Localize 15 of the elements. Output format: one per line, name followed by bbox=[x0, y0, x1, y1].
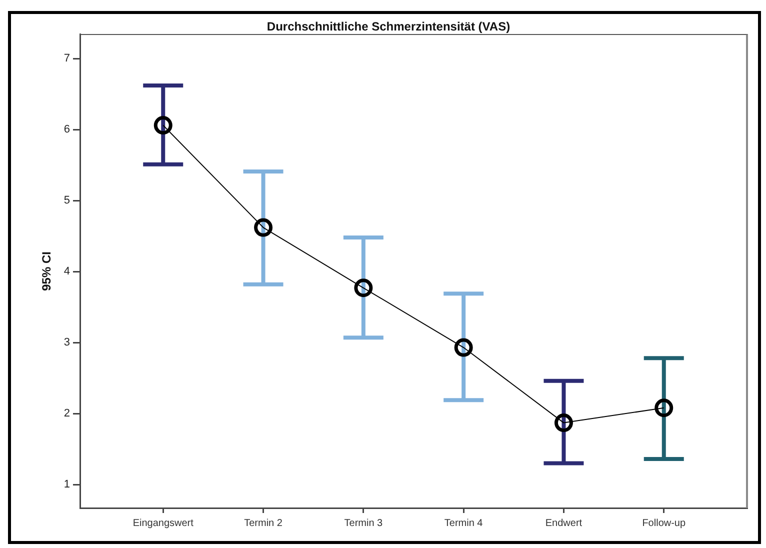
y-tick-label: 7 bbox=[64, 52, 70, 65]
x-tick-label: Follow-up bbox=[642, 518, 686, 529]
x-tick-label: Termin 4 bbox=[444, 518, 484, 529]
y-tick-label: 3 bbox=[64, 336, 70, 349]
y-tick-label: 2 bbox=[64, 408, 70, 420]
x-tick-label: Termin 2 bbox=[244, 518, 283, 529]
y-tick-label: 6 bbox=[64, 124, 70, 136]
y-axis-title: 95% CI bbox=[40, 252, 54, 291]
x-tick-label: Termin 3 bbox=[344, 518, 384, 529]
y-tick-label: 4 bbox=[64, 266, 70, 278]
y-tick-label: 5 bbox=[64, 194, 70, 207]
y-tick-label: 1 bbox=[64, 478, 70, 491]
chart-title: Durchschnittliche Schmerzintensität (VAS) bbox=[266, 20, 510, 34]
x-tick-label: Eingangswert bbox=[132, 518, 194, 529]
x-tick-label: Endwert bbox=[545, 518, 582, 529]
